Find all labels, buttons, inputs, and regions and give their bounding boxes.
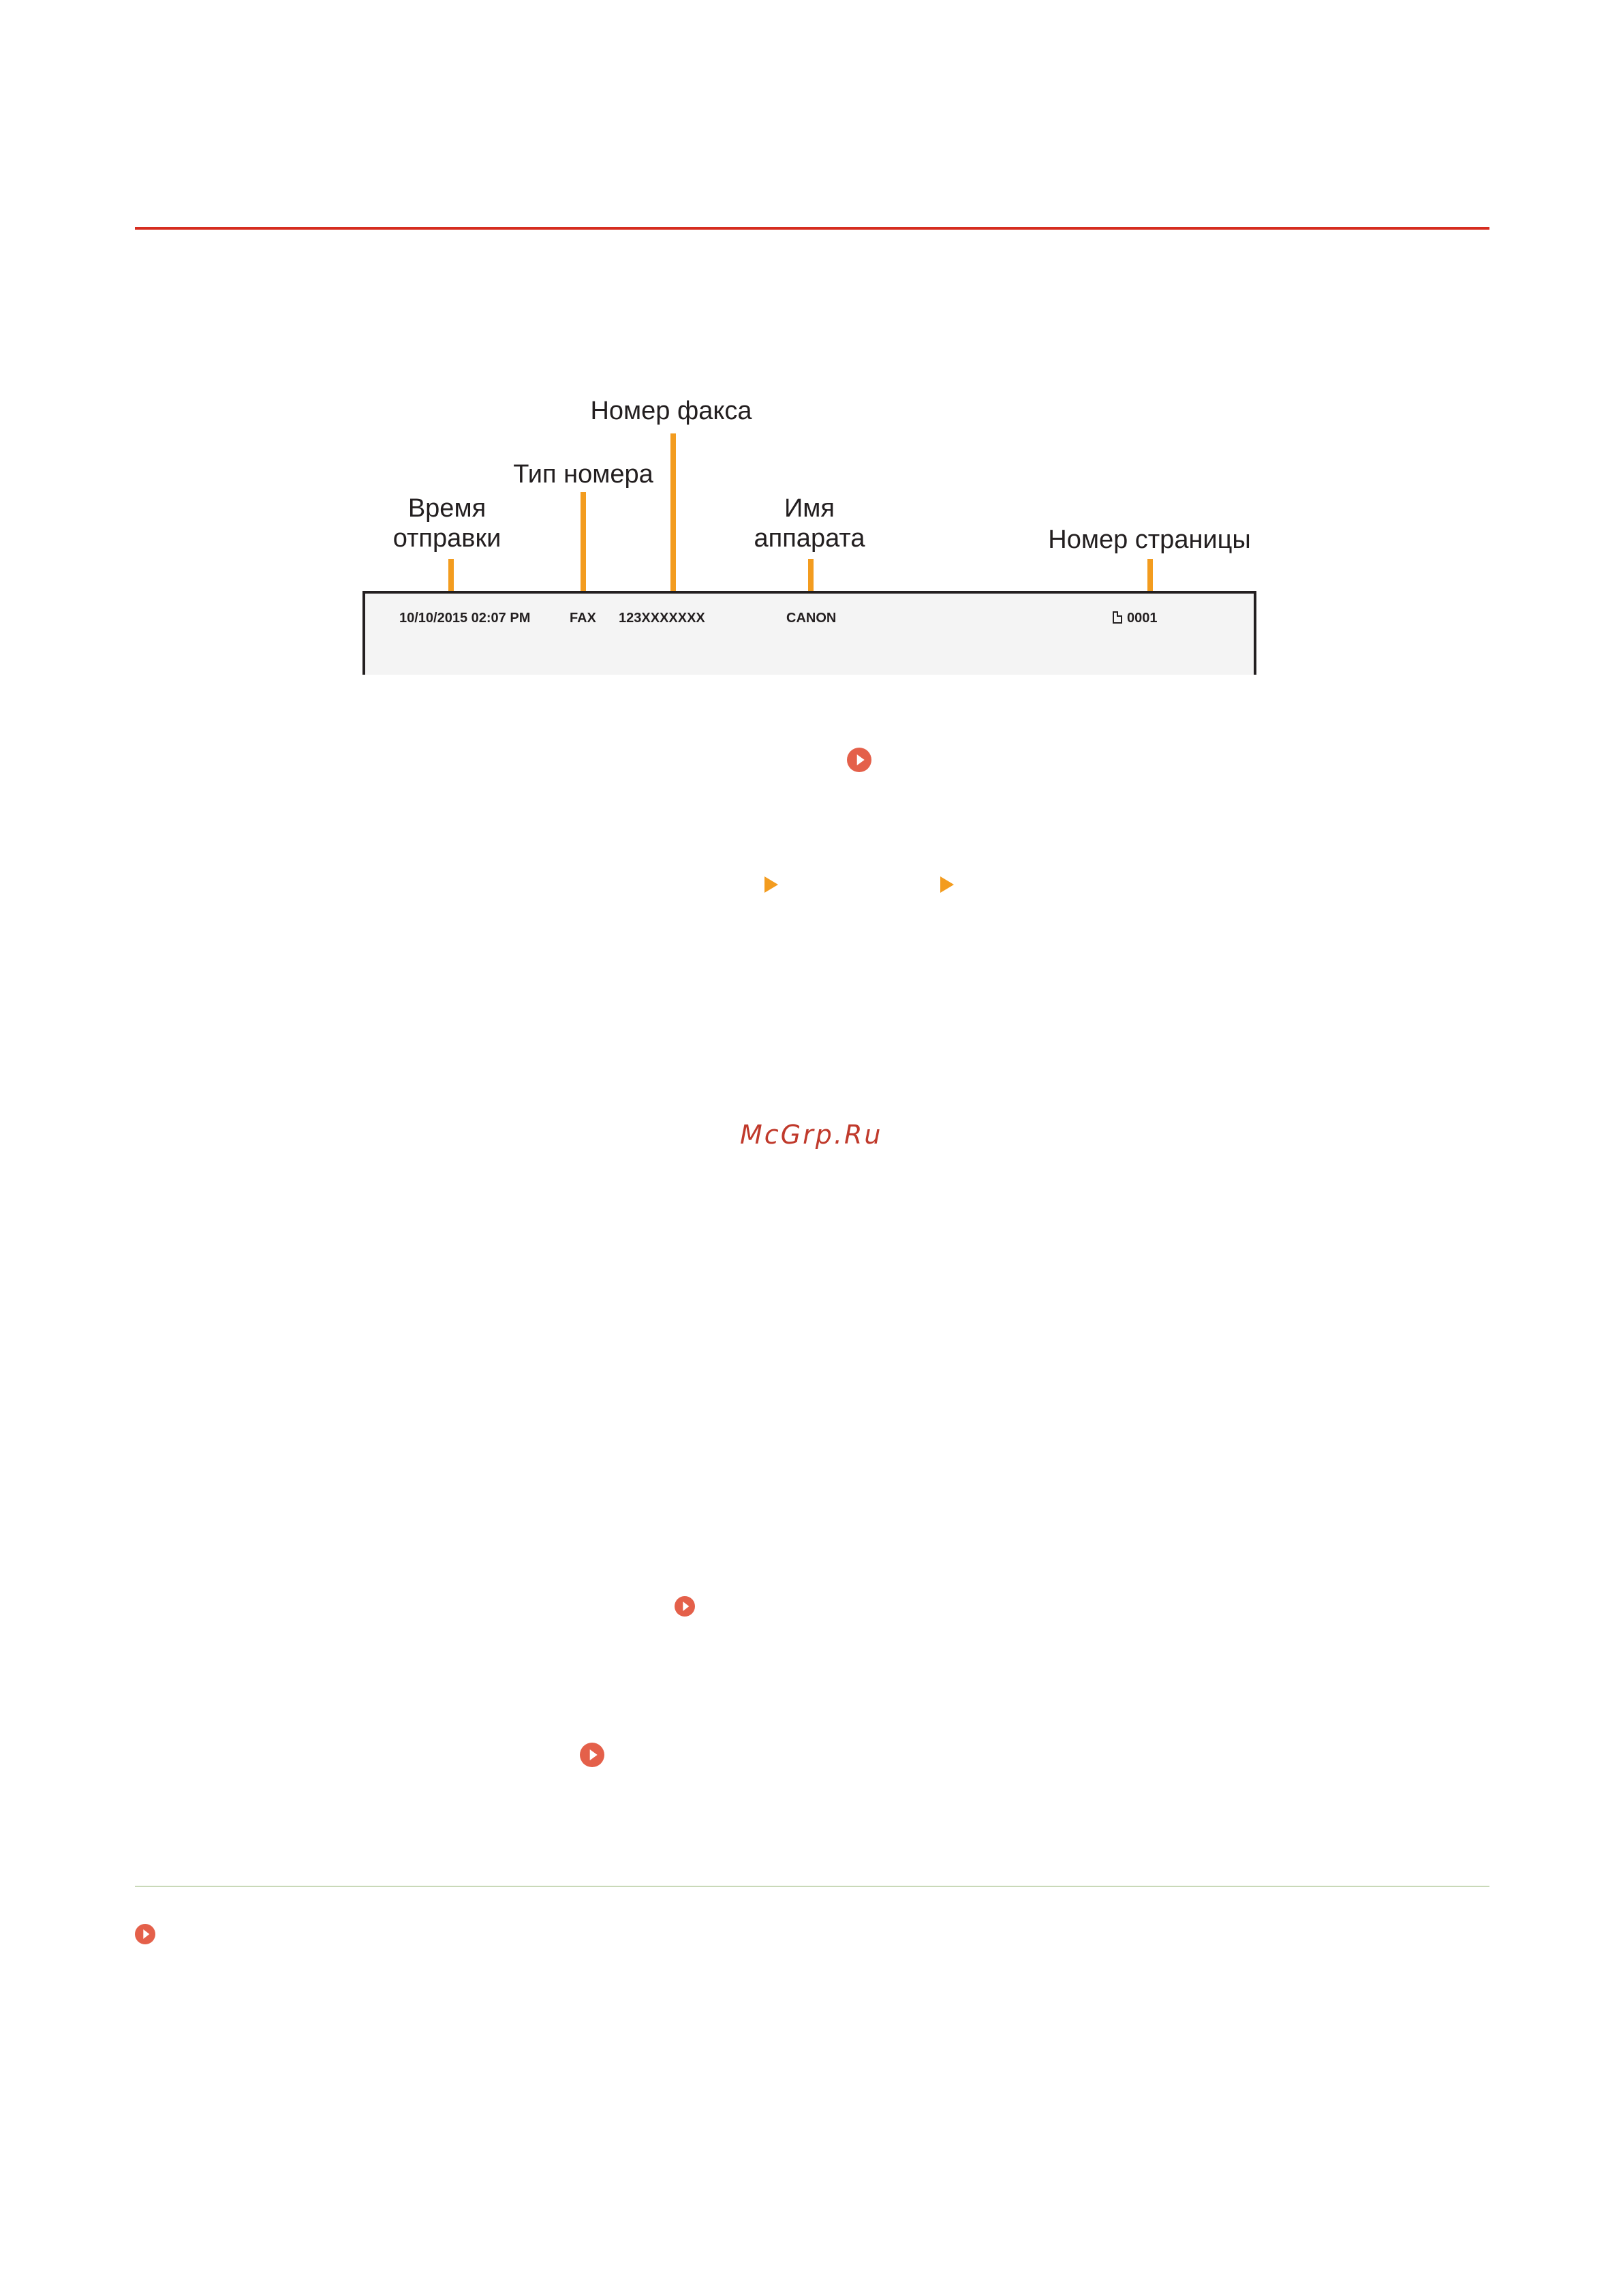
leader-number-type — [581, 492, 586, 602]
callout-send-time: Время отправки — [390, 493, 504, 553]
leader-fax-number — [670, 433, 676, 602]
callout-device-name-line2: аппарата — [754, 524, 865, 553]
strip-date-time: 10/10/2015 02:07 PM — [399, 611, 531, 626]
callout-number-type: Тип номера — [513, 460, 653, 489]
leader-device-name — [808, 559, 814, 602]
triangle-right-icon — [764, 876, 778, 893]
leader-page-number — [1147, 559, 1153, 602]
watermark: McGrp.Ru — [740, 1120, 883, 1150]
strip-number-type: FAX — [570, 611, 596, 626]
header-strip-left-border — [362, 591, 365, 675]
section-footer-rule — [135, 1886, 1489, 1887]
circle-play-icon[interactable] — [675, 1596, 695, 1617]
callout-send-time-line2: отправки — [392, 524, 501, 553]
strip-fax-number: 123XXXXXXX — [619, 611, 705, 626]
header-strip-background — [365, 594, 1254, 675]
callout-device-name-line1: Имя — [784, 494, 835, 523]
section-header-rule — [135, 227, 1489, 230]
strip-device-name: CANON — [786, 611, 837, 626]
callout-fax-number: Номер факса — [590, 397, 752, 425]
strip-page-number: 0001 — [1127, 611, 1158, 626]
triangle-right-icon — [940, 876, 954, 893]
circle-play-icon[interactable] — [580, 1743, 604, 1767]
callout-device-name: Имя аппарата — [748, 493, 871, 553]
header-strip-top-border — [362, 591, 1256, 594]
circle-play-icon[interactable] — [135, 1924, 155, 1944]
callout-send-time-line1: Время — [407, 494, 486, 523]
leader-send-time — [448, 559, 454, 602]
page-icon — [1113, 611, 1122, 624]
header-strip-right-border — [1254, 591, 1256, 675]
circle-play-icon[interactable] — [847, 748, 871, 772]
callout-page-number: Номер страницы — [1048, 525, 1251, 554]
